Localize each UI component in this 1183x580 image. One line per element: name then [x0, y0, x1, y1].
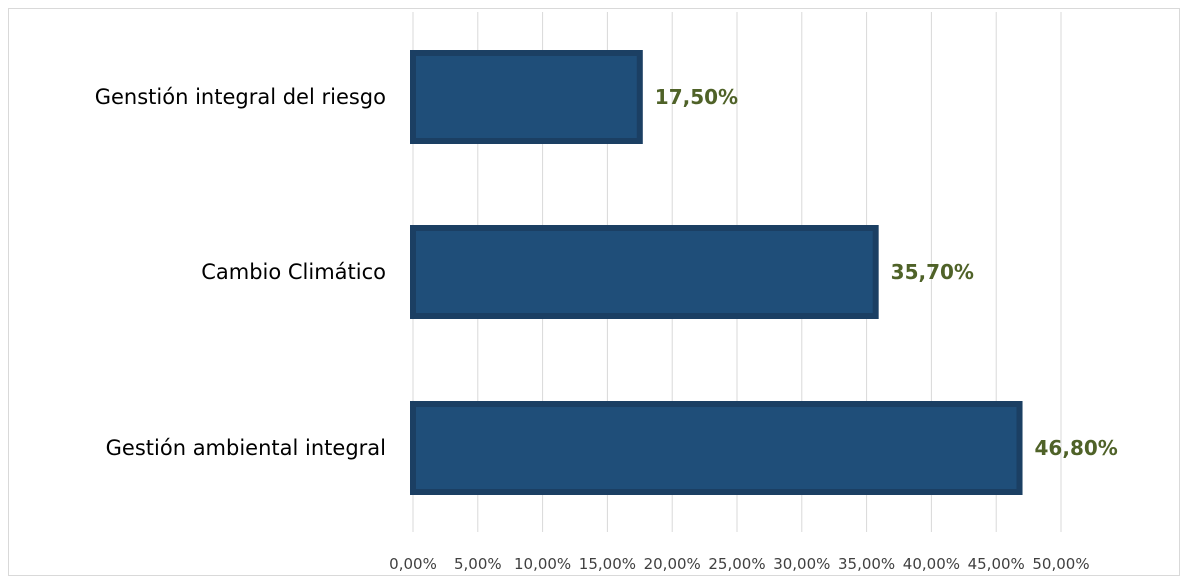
x-axis-tick-labels: 0,00% 5,00% 10,00% 15,00% 20,00% 25,00% 30,00%…: [389, 555, 1089, 573]
x-tick-label-5: 25,00%: [708, 555, 765, 573]
x-tick-label-6: 30,00%: [773, 555, 830, 573]
x-tick-label-7: 35,00%: [838, 555, 895, 573]
bar-3: [413, 404, 1020, 492]
category-labels: Genstión integral del riesgo Cambio Climá…: [95, 85, 386, 460]
x-tick-label-3: 15,00%: [579, 555, 636, 573]
x-tick-label-2: 10,00%: [514, 555, 571, 573]
x-tick-label-1: 5,00%: [454, 555, 502, 573]
value-label-2: 35,70%: [891, 260, 974, 284]
x-tick-label-8: 40,00%: [903, 555, 960, 573]
value-label-3: 46,80%: [1035, 436, 1118, 460]
x-tick-label-10: 50,00%: [1032, 555, 1089, 573]
x-tick-label-4: 20,00%: [644, 555, 701, 573]
bar-2: [413, 228, 876, 316]
category-label-2: Cambio Climático: [201, 260, 386, 284]
bar-1: [413, 53, 640, 141]
x-tick-label-9: 45,00%: [968, 555, 1025, 573]
category-label-1: Genstión integral del riesgo: [95, 85, 386, 109]
category-label-3: Gestión ambiental integral: [106, 436, 386, 460]
x-tick-label-0: 0,00%: [389, 555, 437, 573]
value-label-1: 17,50%: [655, 85, 738, 109]
